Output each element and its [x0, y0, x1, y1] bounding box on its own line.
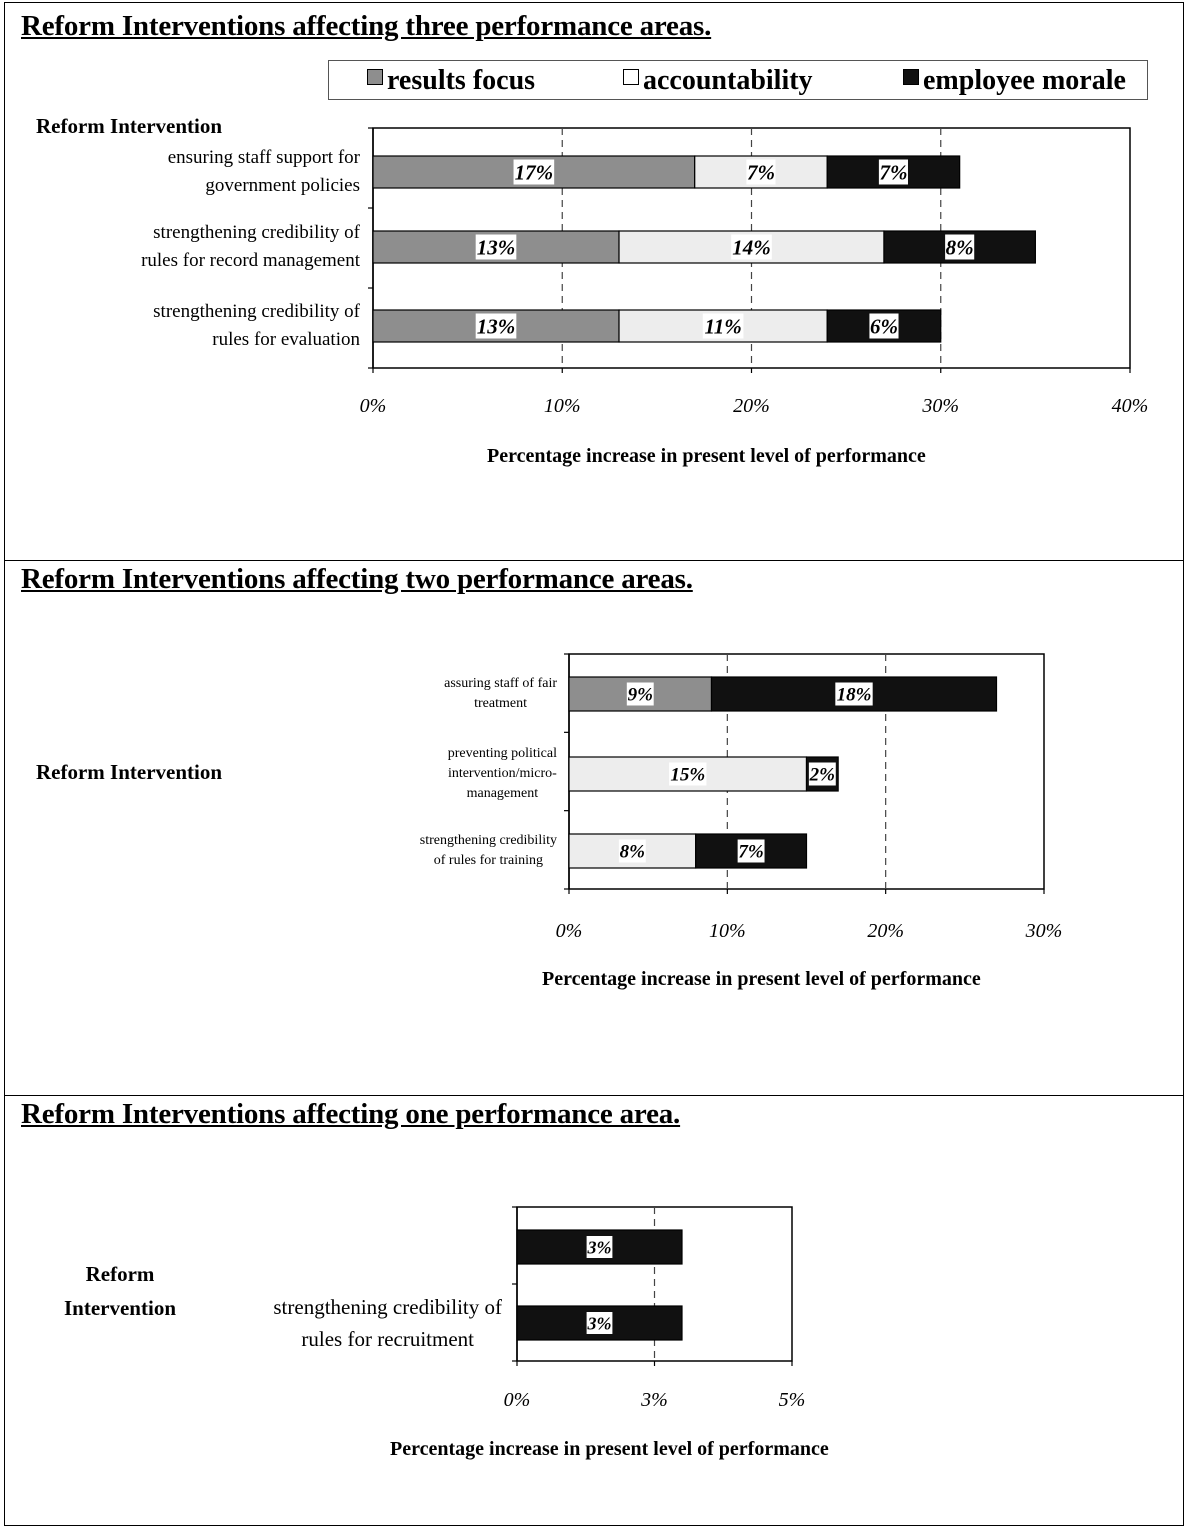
data-label: 11% — [704, 314, 741, 338]
legend-item-accountability: accountability — [623, 65, 813, 97]
data-label-bg — [731, 234, 772, 260]
x-tick-label: 0% — [360, 395, 387, 417]
category-label: assuring staff of fair treatment — [444, 674, 557, 714]
page-frame — [4, 2, 1184, 1526]
data-label-bg — [586, 1312, 613, 1334]
category-label-line: management — [466, 786, 539, 801]
y-axis-title-text: Reform Intervention — [64, 1262, 176, 1320]
section-divider — [4, 1095, 1184, 1096]
data-label: 9% — [628, 685, 653, 706]
data-label-bg — [586, 1236, 613, 1258]
section-title-three-areas: Reform Interventions affecting three per… — [21, 10, 712, 42]
y-axis-title: Reform Intervention — [50, 1257, 190, 1325]
category-label-line: rules for evaluation — [212, 329, 360, 350]
category-label-line: of rules for training — [433, 853, 543, 868]
data-label-bg — [702, 313, 744, 339]
data-label: 6% — [870, 314, 898, 338]
x-tick-label: 0% — [504, 1389, 531, 1411]
data-label: 8% — [946, 235, 974, 259]
data-label-bg — [626, 682, 654, 706]
data-label: 3% — [587, 1237, 612, 1257]
data-label-bg — [869, 313, 899, 339]
x-tick-label: 5% — [779, 1389, 806, 1411]
category-label: strengthening credibility of rules for re… — [141, 219, 360, 275]
data-label: 3% — [587, 1313, 612, 1333]
data-label: 15% — [670, 765, 705, 786]
legend-swatch-accountability — [623, 69, 639, 85]
data-label: 14% — [732, 235, 771, 259]
y-axis-title: Reform Intervention — [36, 114, 223, 138]
data-label-bg — [669, 762, 707, 786]
data-label-bg — [618, 839, 646, 863]
data-label: 13% — [477, 235, 516, 259]
category-label-line: intervention/micro- — [447, 766, 557, 781]
x-tick-label: 10% — [544, 395, 581, 417]
x-tick-label: 30% — [921, 395, 959, 417]
data-label: 13% — [477, 314, 516, 338]
legend-label-accountability: accountability — [643, 65, 813, 96]
x-tick-label: 10% — [709, 920, 746, 942]
x-tick-label: 0% — [556, 920, 583, 942]
category-label-line: preventing political — [447, 746, 557, 761]
category-label: ensuring staff support for government pol… — [168, 144, 360, 200]
x-tick-label: 30% — [1025, 920, 1063, 942]
category-label-line: assuring staff of fair — [444, 676, 557, 691]
category-label-line: government policies — [205, 175, 360, 196]
data-label: 7% — [738, 842, 763, 863]
data-label: 17% — [515, 160, 554, 184]
category-label: strengthening credibility of rules for tr… — [420, 831, 557, 871]
legend-item-employee-morale: employee morale — [903, 65, 1126, 97]
data-label-bg — [513, 159, 555, 185]
category-label: preventing political intervention/micro-m… — [448, 744, 557, 804]
x-tick-label: 3% — [640, 1389, 668, 1411]
y-axis-title: Reform Intervention — [36, 760, 223, 784]
category-label-line: strengthening credibility of — [273, 1295, 502, 1319]
data-label: 18% — [837, 685, 872, 706]
data-label-bg — [945, 234, 975, 260]
data-label-bg — [878, 159, 908, 185]
data-label-bg — [746, 159, 776, 185]
x-tick-label: 40% — [1112, 395, 1149, 417]
section-title-two-areas: Reform Interventions affecting two perfo… — [21, 563, 693, 595]
legend-label-employee-morale: employee morale — [923, 65, 1126, 96]
category-label-line: rules for recruitment — [301, 1327, 474, 1351]
data-label-bg — [835, 682, 873, 706]
section-title-one-area: Reform Interventions affecting one perfo… — [21, 1098, 681, 1130]
category-label-line: ensuring staff support for — [167, 147, 360, 168]
x-tick-label: 20% — [733, 395, 770, 417]
data-label-bg — [475, 234, 517, 260]
data-label-bg — [808, 762, 836, 786]
category-label: strengthening credibility of rules for ev… — [153, 298, 360, 354]
category-label-line: treatment — [474, 696, 527, 711]
category-label-line: strengthening credibility of — [153, 301, 360, 322]
data-label-bg — [737, 839, 765, 863]
section-divider — [4, 560, 1184, 561]
category-label-line: strengthening credibility — [419, 833, 557, 848]
data-label: 7% — [747, 160, 775, 184]
x-axis-title: Percentage increase in present level of … — [390, 1438, 829, 1460]
data-label: 2% — [809, 765, 835, 786]
legend-swatch-results-focus — [367, 69, 383, 85]
legend-item-results-focus: results focus — [367, 65, 535, 97]
category-label: strengthening credibility of rules for re… — [273, 1291, 502, 1355]
x-axis-title: Percentage increase in present level of … — [487, 445, 926, 467]
legend-swatch-employee-morale — [903, 69, 919, 85]
x-tick-label: 20% — [867, 920, 904, 942]
x-axis-title: Percentage increase in present level of … — [542, 968, 981, 990]
legend-label-results-focus: results focus — [387, 65, 536, 96]
category-label-line: strengthening credibility of — [153, 222, 360, 243]
data-label: 8% — [620, 842, 645, 863]
chart-legend: results focus accountability employee mo… — [328, 60, 1148, 100]
data-label-bg — [475, 313, 517, 339]
data-label: 7% — [879, 160, 907, 184]
category-label-line: rules for record management — [141, 250, 360, 271]
